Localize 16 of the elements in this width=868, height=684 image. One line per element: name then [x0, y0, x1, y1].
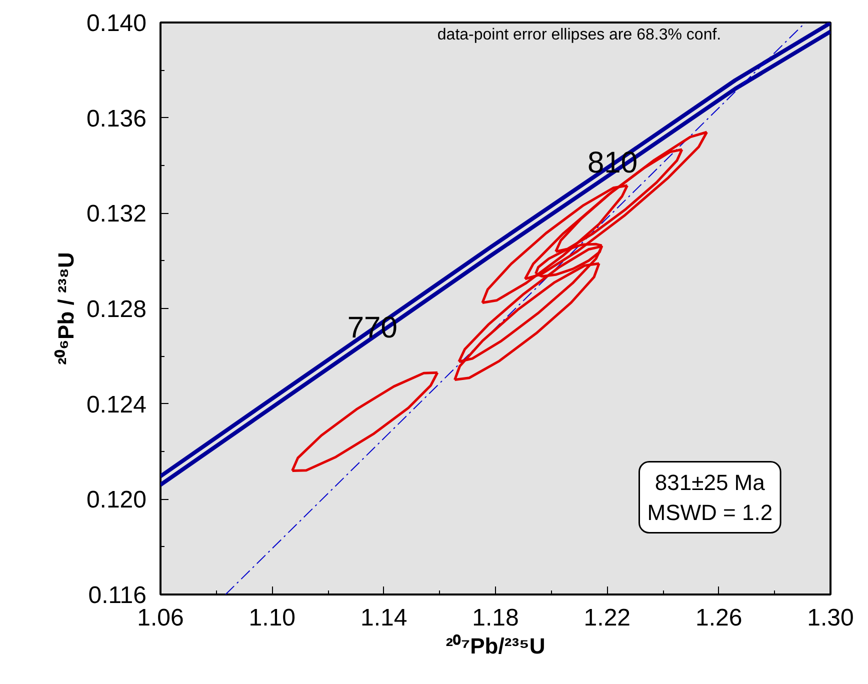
annotation: data-point error ellipses are 68.3% conf.	[437, 26, 722, 44]
x-tick-label: 1.30	[807, 604, 854, 632]
y-tick-label: 0.124	[86, 391, 147, 418]
y-tick-label: 0.120	[86, 486, 147, 514]
x-tick-label: 1.26	[695, 604, 742, 632]
x-tick-label: 1.18	[472, 604, 519, 632]
y-tick-label: 0.136	[86, 105, 147, 132]
annotation: 831±25 Ma MSWD = 1.2	[647, 470, 773, 525]
x-axis-title: ²⁰⁷Pb/²³⁵U	[446, 634, 546, 658]
x-tick-label: 1.22	[584, 604, 631, 632]
y-axis-title: ²⁰⁶Pb / ²³⁸U	[53, 252, 78, 365]
y-tick-label: 0.132	[86, 200, 147, 228]
x-tick-label: 1.14	[360, 604, 408, 632]
x-tick-label: 1.10	[248, 604, 296, 632]
y-tick-label: 0.140	[86, 10, 147, 37]
y-tick-label: 0.128	[86, 296, 147, 323]
